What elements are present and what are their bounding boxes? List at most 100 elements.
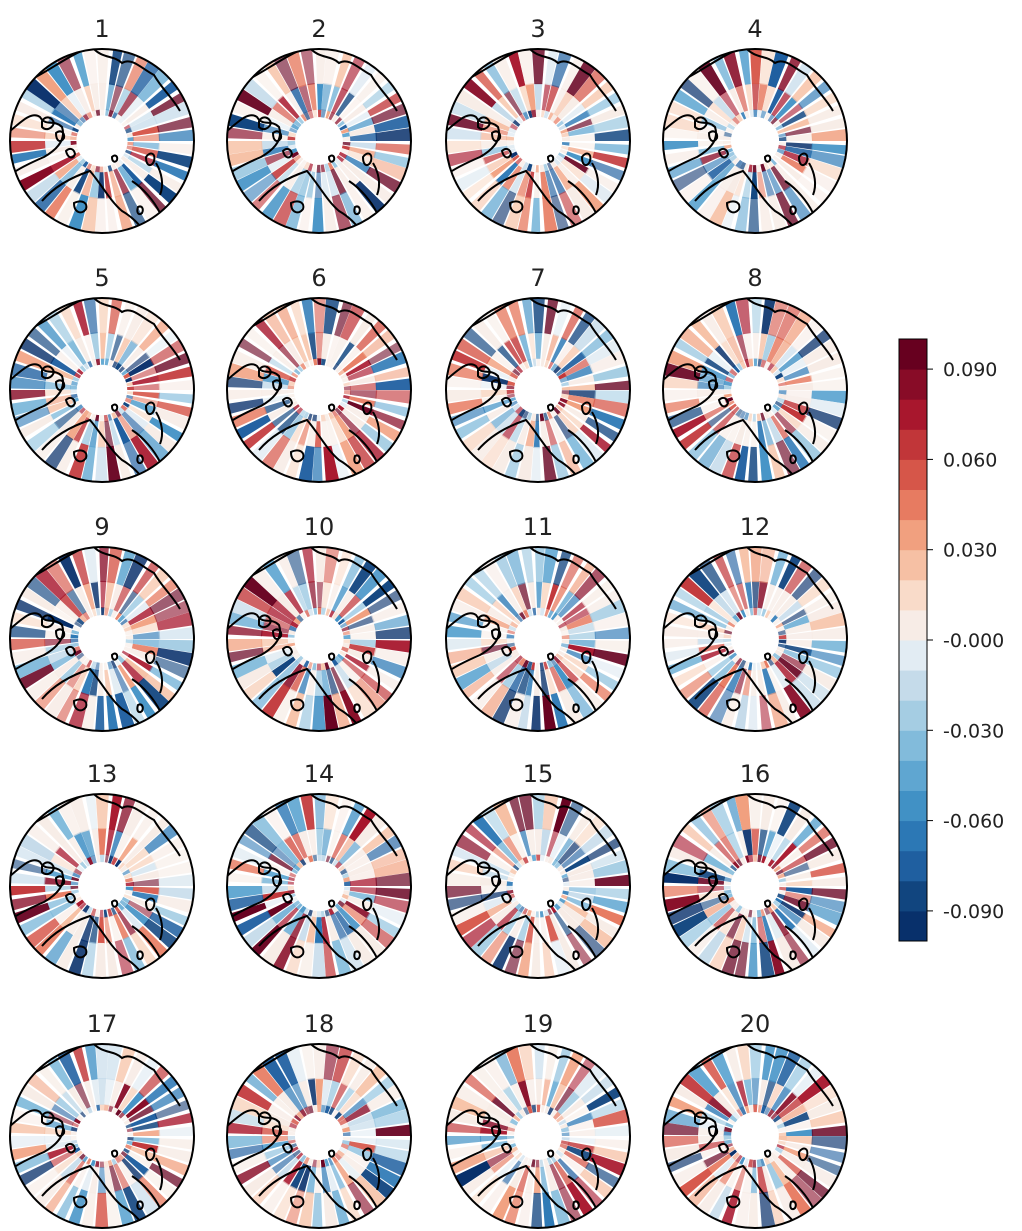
field-cell bbox=[486, 357, 513, 376]
field-cell bbox=[260, 390, 288, 397]
field-cell bbox=[556, 120, 565, 128]
field-cell bbox=[747, 1159, 753, 1168]
field-cell bbox=[485, 154, 512, 173]
field-cell bbox=[104, 358, 110, 367]
field-cell bbox=[122, 689, 146, 727]
field-cell bbox=[550, 87, 568, 114]
field-cell bbox=[743, 163, 749, 172]
field-cell bbox=[59, 907, 82, 930]
field-cell bbox=[10, 398, 48, 417]
field-cell bbox=[229, 406, 267, 429]
field-cell bbox=[479, 639, 507, 647]
field-cell bbox=[17, 1160, 54, 1187]
field-cell bbox=[330, 913, 348, 941]
field-cell bbox=[724, 625, 734, 631]
field-cell bbox=[778, 553, 802, 590]
field-cell bbox=[723, 629, 733, 635]
field-cell bbox=[110, 410, 118, 420]
field-cell bbox=[109, 1079, 124, 1107]
field-cell bbox=[543, 110, 550, 119]
field-cell bbox=[735, 657, 743, 667]
field-cell bbox=[298, 829, 312, 857]
field-cell bbox=[158, 392, 194, 404]
field-cell bbox=[774, 163, 796, 187]
field-cell bbox=[341, 394, 351, 400]
field-cell bbox=[312, 1104, 318, 1113]
field-cell bbox=[776, 1144, 786, 1150]
field-cell bbox=[375, 1138, 411, 1150]
field-cell bbox=[25, 1072, 61, 1103]
field-cell bbox=[100, 109, 105, 118]
anomaly-field bbox=[10, 794, 194, 978]
field-cell bbox=[10, 149, 47, 165]
field-cell bbox=[287, 1139, 296, 1145]
field-cell bbox=[154, 1099, 192, 1120]
field-cell bbox=[80, 419, 95, 447]
field-cell bbox=[350, 132, 378, 141]
field-cell bbox=[370, 847, 409, 870]
field-cell bbox=[546, 829, 560, 857]
field-cell bbox=[573, 925, 607, 960]
field-cell bbox=[107, 412, 113, 422]
field-cell bbox=[777, 393, 787, 400]
field-cell bbox=[785, 390, 814, 399]
field-cell bbox=[503, 339, 523, 365]
field-cell bbox=[509, 1146, 519, 1154]
field-cell bbox=[446, 1108, 484, 1126]
field-cell bbox=[712, 162, 735, 186]
field-cell bbox=[124, 629, 134, 636]
field-cell bbox=[767, 87, 785, 114]
field-cell bbox=[777, 128, 786, 134]
field-cell bbox=[340, 646, 350, 653]
field-cell bbox=[726, 1146, 735, 1154]
field-cell bbox=[506, 131, 516, 137]
field-cell bbox=[325, 359, 331, 368]
polar-map-panel: 19 bbox=[445, 1010, 631, 1229]
field-cell bbox=[110, 660, 117, 669]
field-cell bbox=[46, 804, 74, 841]
field-cell bbox=[777, 629, 787, 636]
field-cell bbox=[561, 639, 570, 644]
field-cell bbox=[778, 639, 787, 644]
field-cell bbox=[307, 661, 313, 670]
field-cell bbox=[341, 903, 367, 926]
field-cell bbox=[663, 625, 699, 638]
field-cell bbox=[780, 653, 807, 672]
field-cell bbox=[106, 197, 119, 233]
field-cell bbox=[338, 868, 348, 876]
field-cell bbox=[156, 150, 194, 169]
field-cell bbox=[292, 584, 308, 612]
field-cell bbox=[773, 120, 782, 128]
field-cell bbox=[784, 644, 813, 657]
field-cell bbox=[461, 326, 497, 357]
field-cell bbox=[54, 846, 80, 868]
field-cell bbox=[806, 407, 845, 431]
field-cell bbox=[157, 1112, 194, 1128]
field-cell bbox=[341, 408, 367, 430]
field-cell bbox=[742, 332, 753, 360]
field-cell bbox=[774, 151, 784, 159]
field-cell bbox=[753, 109, 758, 118]
field-cell bbox=[242, 822, 278, 853]
field-cell bbox=[561, 886, 570, 891]
field-cell bbox=[482, 308, 510, 344]
field-cell bbox=[55, 688, 79, 725]
field-cell bbox=[70, 385, 79, 390]
field-cell bbox=[696, 390, 724, 398]
pole-gap bbox=[516, 617, 560, 661]
field-cell bbox=[740, 111, 747, 120]
field-cell bbox=[130, 185, 161, 223]
field-cell bbox=[783, 684, 813, 721]
field-cell bbox=[446, 611, 484, 628]
field-cell bbox=[712, 411, 735, 435]
field-cell bbox=[521, 298, 534, 334]
field-cell bbox=[726, 621, 736, 628]
field-cell bbox=[133, 1129, 161, 1136]
field-cell bbox=[288, 872, 298, 879]
field-cell bbox=[261, 394, 289, 406]
field-cell bbox=[43, 1180, 72, 1215]
field-cell bbox=[555, 1149, 564, 1158]
field-cell bbox=[481, 557, 510, 594]
field-cell bbox=[260, 1136, 288, 1144]
field-cell bbox=[138, 1064, 171, 1098]
